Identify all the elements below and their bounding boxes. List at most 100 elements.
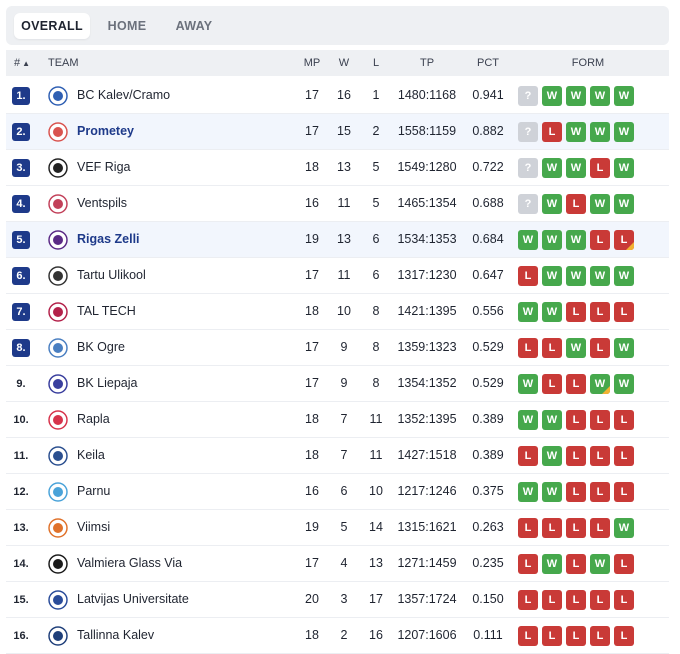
- form-loss-badge[interactable]: L: [566, 410, 586, 430]
- form-loss-badge[interactable]: L: [542, 518, 562, 538]
- form-loss-badge[interactable]: L: [542, 626, 562, 646]
- form-win-badge[interactable]: W: [614, 266, 634, 286]
- form-upcoming-badge[interactable]: ?: [518, 158, 538, 178]
- table-row[interactable]: 12. Parnu 16 6 10 1217:1246 0.375 W W L L L: [6, 474, 669, 510]
- team-name[interactable]: Valmiera Glass Via: [77, 556, 183, 570]
- form-win-badge[interactable]: W: [542, 230, 562, 250]
- form-win-badge[interactable]: W: [614, 518, 634, 538]
- form-win-badge[interactable]: W: [566, 86, 586, 106]
- team-name[interactable]: Tallinna Kalev: [77, 628, 155, 642]
- table-row[interactable]: 4. Ventspils 16 11 5 1465:1354 0.688? W L W W: [6, 186, 669, 222]
- form-win-badge[interactable]: W: [542, 482, 562, 502]
- form-win-badge[interactable]: W: [566, 122, 586, 142]
- team-name[interactable]: Tartu Ulikool: [77, 268, 146, 282]
- form-win-badge[interactable]: W: [518, 410, 538, 430]
- form-win-badge[interactable]: W: [542, 410, 562, 430]
- form-win-badge[interactable]: W: [590, 86, 610, 106]
- tab-away[interactable]: AWAY: [175, 19, 213, 33]
- form-loss-badge[interactable]: L: [566, 446, 586, 466]
- form-win-badge[interactable]: W: [614, 338, 634, 358]
- form-win-badge[interactable]: W: [518, 230, 538, 250]
- form-win-badge[interactable]: W: [590, 554, 610, 574]
- form-win-badge[interactable]: W: [614, 194, 634, 214]
- team-name[interactable]: Keila: [77, 448, 105, 462]
- form-win-badge[interactable]: W: [590, 194, 610, 214]
- form-loss-badge[interactable]: L: [614, 590, 634, 610]
- form-win-badge[interactable]: W: [614, 374, 634, 394]
- form-loss-badge[interactable]: L: [566, 518, 586, 538]
- form-loss-badge[interactable]: L: [590, 446, 610, 466]
- form-loss-badge[interactable]: L: [566, 590, 586, 610]
- form-loss-badge[interactable]: L: [518, 338, 538, 358]
- tab-overall[interactable]: OVERALL: [14, 13, 90, 39]
- table-row[interactable]: 3. VEF Riga 18 13 5 1549:1280 0.722? W W L W: [6, 150, 669, 186]
- form-loss-badge[interactable]: L: [590, 626, 610, 646]
- form-win-badge[interactable]: W: [542, 86, 562, 106]
- table-row[interactable]: 15. Latvijas Universitate 20 3 17 1357:1724 0.…: [6, 582, 669, 618]
- form-loss-badge[interactable]: L: [590, 518, 610, 538]
- form-win-badge[interactable]: W: [542, 266, 562, 286]
- form-loss-badge[interactable]: L: [614, 554, 634, 574]
- table-row[interactable]: 13. Viimsi 19 5 14 1315:1621 0.263 L L L L W: [6, 510, 669, 546]
- form-loss-badge[interactable]: L: [566, 554, 586, 574]
- form-win-badge[interactable]: W: [614, 86, 634, 106]
- form-loss-badge[interactable]: L: [590, 158, 610, 178]
- team-name[interactable]: Viimsi: [77, 520, 111, 534]
- team-name[interactable]: Parnu: [77, 484, 111, 498]
- form-loss-badge[interactable]: L: [518, 518, 538, 538]
- form-loss-badge[interactable]: L: [542, 122, 562, 142]
- form-upcoming-badge[interactable]: ?: [518, 122, 538, 142]
- form-loss-badge[interactable]: L: [566, 374, 586, 394]
- form-win-badge[interactable]: W: [542, 194, 562, 214]
- team-name[interactable]: Prometey: [77, 124, 134, 138]
- team-name[interactable]: TAL TECH: [77, 304, 136, 318]
- team-name[interactable]: BK Ogre: [77, 340, 125, 354]
- form-win-badge[interactable]: W: [518, 482, 538, 502]
- form-upcoming-badge[interactable]: ?: [518, 194, 538, 214]
- form-loss-badge[interactable]: L: [518, 266, 538, 286]
- form-loss-badge[interactable]: L: [542, 338, 562, 358]
- form-loss-badge[interactable]: L: [566, 482, 586, 502]
- form-loss-badge[interactable]: L: [590, 338, 610, 358]
- form-loss-badge[interactable]: L: [590, 410, 610, 430]
- form-loss-badge[interactable]: L: [566, 194, 586, 214]
- table-row[interactable]: 10. Rapla 18 7 11 1352:1395 0.389 W W L L L: [6, 402, 669, 438]
- form-loss-badge[interactable]: L: [518, 446, 538, 466]
- form-win-badge[interactable]: W: [614, 158, 634, 178]
- table-row[interactable]: 6. Tartu Ulikool 17 11 6 1317:1230 0.647 L W W W W: [6, 258, 669, 294]
- form-win-badge[interactable]: W: [566, 338, 586, 358]
- tab-home[interactable]: HOME: [107, 19, 147, 33]
- form-win-badge[interactable]: W: [542, 302, 562, 322]
- form-loss-badge[interactable]: L: [614, 482, 634, 502]
- table-row[interactable]: 1. BC Kalev/Cramo 17 16 1 1480:1168 0.941? W W W W: [6, 78, 669, 114]
- form-loss-badge[interactable]: L: [614, 410, 634, 430]
- form-loss-badge[interactable]: L: [590, 482, 610, 502]
- table-row[interactable]: 5. Rigas Zelli 19 13 6 1534:1353 0.684 W W W L L: [6, 222, 669, 258]
- form-win-badge[interactable]: W: [566, 266, 586, 286]
- form-loss-badge[interactable]: L: [590, 302, 610, 322]
- table-row[interactable]: 9. BK Liepaja 17 9 8 1354:1352 0.529 W L L W W: [6, 366, 669, 402]
- form-loss-badge[interactable]: L: [542, 374, 562, 394]
- form-win-badge[interactable]: W: [614, 122, 634, 142]
- form-loss-badge[interactable]: L: [614, 446, 634, 466]
- form-loss-badge[interactable]: L: [614, 230, 634, 250]
- form-loss-badge[interactable]: L: [518, 590, 538, 610]
- form-win-badge[interactable]: W: [590, 122, 610, 142]
- team-name[interactable]: Rigas Zelli: [77, 232, 140, 246]
- form-loss-badge[interactable]: L: [590, 590, 610, 610]
- table-row[interactable]: 7. TAL TECH 18 10 8 1421:1395 0.556 W W L L L: [6, 294, 669, 330]
- team-name[interactable]: Rapla: [77, 412, 110, 426]
- form-loss-badge[interactable]: L: [590, 230, 610, 250]
- form-win-badge[interactable]: W: [518, 374, 538, 394]
- team-name[interactable]: BK Liepaja: [77, 376, 138, 390]
- table-row[interactable]: 14. Valmiera Glass Via 17 4 13 1271:1459 0.235…: [6, 546, 669, 582]
- team-name[interactable]: Ventspils: [77, 196, 128, 210]
- form-loss-badge[interactable]: L: [542, 590, 562, 610]
- form-loss-badge[interactable]: L: [518, 626, 538, 646]
- table-row[interactable]: 8. BK Ogre 17 9 8 1359:1323 0.529 L L W L W: [6, 330, 669, 366]
- form-loss-badge[interactable]: L: [566, 302, 586, 322]
- form-loss-badge[interactable]: L: [614, 626, 634, 646]
- form-upcoming-badge[interactable]: ?: [518, 86, 538, 106]
- table-row[interactable]: 2. Prometey 17 15 2 1558:1159 0.882? L W W W: [6, 114, 669, 150]
- form-loss-badge[interactable]: L: [518, 554, 538, 574]
